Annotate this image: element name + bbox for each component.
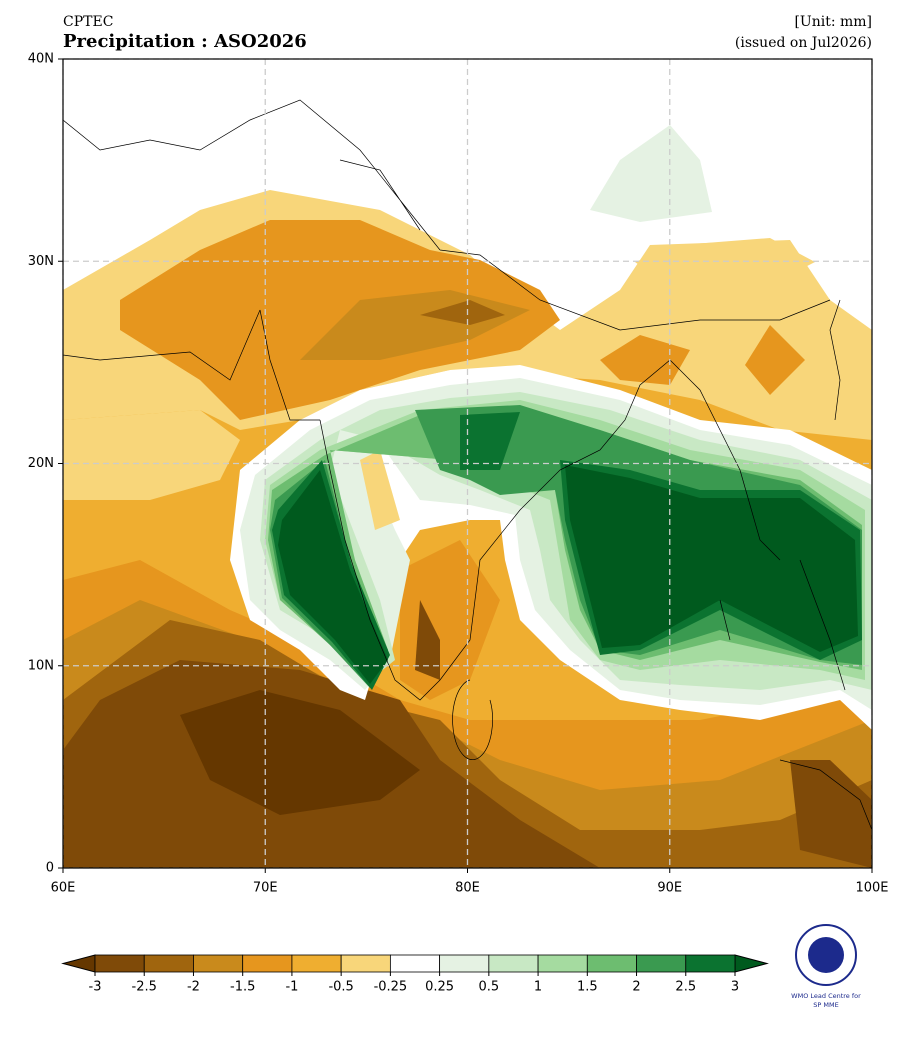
colorbar-over bbox=[734, 954, 769, 973]
colorbar-box bbox=[537, 954, 588, 973]
x-tick-label: 70E bbox=[253, 881, 278, 896]
colorbar-label: 0.5 bbox=[479, 980, 500, 995]
colorbar-box bbox=[439, 954, 490, 973]
colorbar-box bbox=[242, 954, 293, 973]
colorbar-box bbox=[340, 954, 391, 973]
x-tick-label: 100E bbox=[855, 881, 888, 896]
logo-line: SP MME bbox=[813, 1001, 838, 1009]
colorbar-box bbox=[389, 954, 441, 973]
colorbar-label: -0.25 bbox=[374, 980, 408, 995]
y-tick-label: 10N bbox=[28, 658, 54, 673]
logo-line: WMO Lead Centre for bbox=[791, 992, 861, 1000]
colorbar-label: 0.25 bbox=[425, 980, 454, 995]
colorbar-label: -1.5 bbox=[230, 980, 255, 995]
x-tick-label: 80E bbox=[455, 881, 480, 896]
colorbar-box bbox=[291, 954, 342, 973]
colorbar-box bbox=[488, 954, 539, 973]
title: Precipitation : ASO2026 bbox=[63, 31, 307, 52]
colorbar-label: 1.5 bbox=[577, 980, 598, 995]
y-tick-label: 40N bbox=[28, 52, 54, 67]
colorbar-label: 1 bbox=[534, 980, 542, 995]
colorbar-label: -2.5 bbox=[132, 980, 157, 995]
colorbar-box bbox=[636, 954, 687, 973]
x-tick-label: 90E bbox=[657, 881, 682, 896]
logo: WMO Lead Centre for SP MME bbox=[791, 924, 861, 1009]
colorbar-box bbox=[685, 954, 736, 973]
colorbar-box bbox=[193, 954, 244, 973]
y-tick-label: 30N bbox=[28, 254, 54, 269]
colorbar-under bbox=[61, 954, 96, 973]
source: CPTEC bbox=[63, 14, 113, 30]
colorbar-label: -0.5 bbox=[328, 980, 353, 995]
colorbar-label: -3 bbox=[89, 980, 102, 995]
colorbar-label: 2 bbox=[632, 980, 640, 995]
issued: (issued on Jul2026) bbox=[735, 35, 872, 51]
map-frame bbox=[62, 58, 873, 869]
colorbar-box bbox=[94, 954, 145, 973]
colorbar-label: -1 bbox=[285, 980, 298, 995]
colorbar-box bbox=[586, 954, 637, 973]
y-tick-label: 20N bbox=[28, 456, 54, 471]
colorbar-label: -2 bbox=[187, 980, 200, 995]
unit: [Unit: mm] bbox=[794, 14, 872, 30]
y-tick-label: 0 bbox=[46, 861, 54, 876]
colorbar-label: 3 bbox=[731, 980, 739, 995]
x-tick-label: 60E bbox=[51, 881, 76, 896]
colorbar-box bbox=[143, 954, 194, 973]
colorbar-label: 2.5 bbox=[675, 980, 696, 995]
